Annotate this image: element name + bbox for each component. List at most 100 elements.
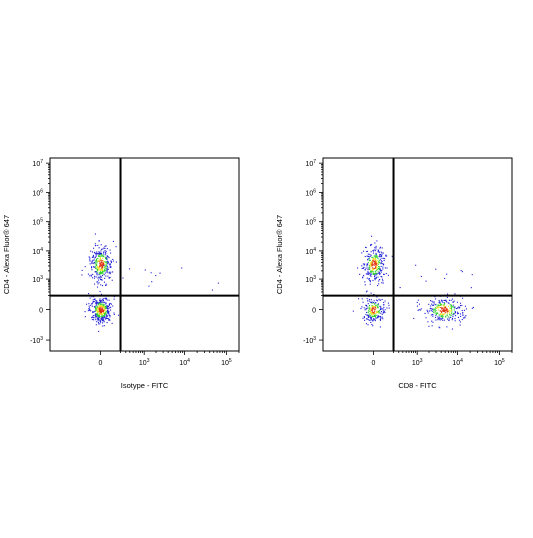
event-dot [106,260,108,262]
event-dot [373,308,375,310]
event-dot [144,269,146,271]
event-dot [108,299,110,301]
event-dot [456,311,458,313]
event-dot [105,308,107,310]
event-dot [106,322,108,324]
event-dot [105,258,107,260]
event-dot [441,309,443,311]
event-dot [99,309,101,311]
event-dot [378,316,380,318]
event-dot [93,301,95,303]
event-dot [452,301,454,303]
event-dot [99,291,101,293]
event-dot [107,308,109,310]
event-dot [109,266,111,268]
event-dot [371,315,373,317]
event-dot [95,319,97,321]
event-dot [378,251,380,253]
event-dot [363,250,365,252]
event-dot [109,263,111,265]
event-dot [450,308,452,310]
event-dot [370,244,372,246]
event-dot [105,316,107,318]
event-dot [370,275,372,277]
event-dot [97,257,99,259]
event-dot [433,310,435,312]
event-dot [113,312,115,314]
event-dot [449,313,451,315]
event-dot [377,304,379,306]
event-dot [105,269,107,271]
event-dot [217,282,219,284]
event-dot [381,261,383,263]
event-dot [457,313,459,315]
event-dot [97,314,99,316]
event-dot [368,266,370,268]
event-dot [93,247,95,249]
event-dot [463,309,465,311]
event-dot [433,304,435,306]
event-dot [100,304,102,306]
event-dot [443,319,445,321]
event-dot [109,265,111,267]
event-dot [433,301,435,303]
event-dot [97,283,99,285]
event-dot [181,267,183,269]
event-dot [416,301,418,303]
event-dot [377,315,379,317]
event-dot [92,299,94,301]
event-dot [374,262,376,264]
event-dot [445,312,447,314]
event-dot [362,263,364,265]
event-dot [432,321,434,323]
event-dot [432,314,434,316]
event-dot [99,308,101,310]
event-dot [458,319,460,321]
event-dot [462,312,464,314]
event-dot [105,312,107,314]
event-dot [370,309,372,311]
event-dot [436,306,438,308]
event-dot [106,257,108,259]
event-dot [100,302,102,304]
event-dot [100,312,102,314]
event-dot [104,270,106,272]
event-dot [371,313,373,315]
event-dot [95,303,97,305]
event-dot [373,306,375,308]
event-dot [372,261,374,263]
event-dot [448,319,450,321]
event-dot [372,320,374,322]
event-dot [368,300,370,302]
event-dot [110,261,112,263]
event-dot [99,262,101,264]
event-dot [444,302,446,304]
event-dot [446,310,448,312]
event-dot [375,260,377,262]
event-dot [383,302,385,304]
event-dot [99,313,101,315]
event-dot [109,309,111,311]
event-dot [438,306,440,308]
event-dot [103,308,105,310]
event-dot [371,265,373,267]
event-dot [104,311,106,313]
event-dot [432,315,434,317]
event-dot [94,263,96,265]
event-dot [100,303,102,305]
event-dot [374,278,376,280]
event-dot [113,298,115,300]
event-dot [94,262,96,264]
event-dot [367,315,369,317]
event-dot [368,256,370,258]
event-dot [100,279,102,281]
event-dot [108,313,110,315]
event-dot [93,306,95,308]
event-dot [388,304,390,306]
event-dot [100,264,102,266]
event-dot [459,305,461,307]
event-dot [105,317,107,319]
event-dot [444,313,446,315]
event-dot [366,263,368,265]
event-dot [99,277,101,279]
